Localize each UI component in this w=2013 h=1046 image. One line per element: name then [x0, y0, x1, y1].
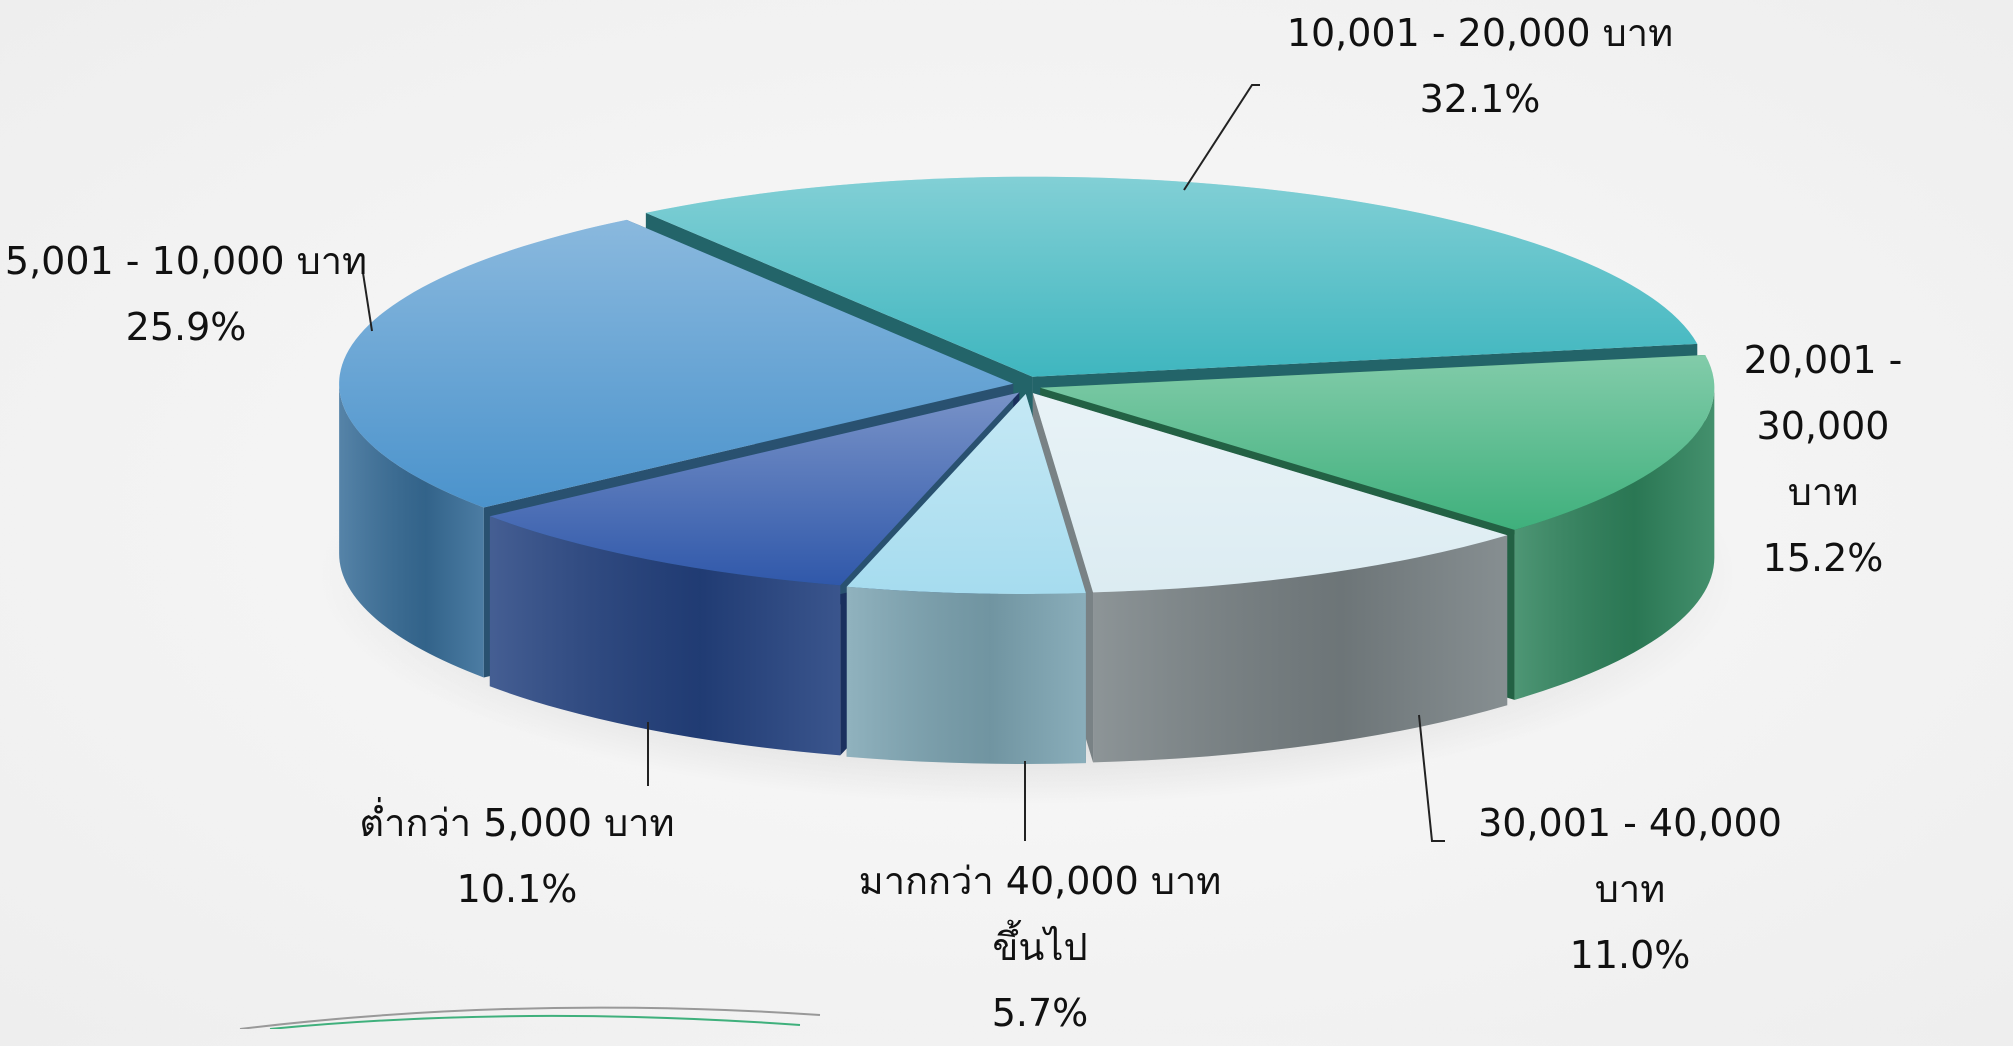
slice-label: 10,001 - 20,000 บาท 32.1%: [1287, 0, 1673, 132]
leader-line: [362, 272, 373, 332]
leader-lines: [362, 84, 1445, 842]
slice-label: มากกว่า 40,000 บาท ขึ้นไป 5.7%: [859, 848, 1222, 1046]
slice-label: 20,001 - 30,000 บาท 15.2%: [1728, 327, 1918, 591]
slice-side-shade: [489, 516, 841, 756]
slice-label: 5,001 - 10,000 บาท 25.9%: [5, 228, 367, 360]
slice-side-shade: [846, 586, 1086, 764]
category-label: 10,001 - 20,000 บาท: [1286, 11, 1674, 55]
category-label: 5,001 - 10,000 บาท: [4, 239, 368, 283]
category-label: 30,001 - 40,000 บาท: [1478, 801, 1782, 911]
slice-sheen: [846, 393, 1086, 594]
slice-label: ต่ำกว่า 5,000 บาท 10.1%: [359, 790, 674, 922]
leader-line: [1418, 714, 1445, 842]
value-label: 10.1%: [456, 867, 578, 911]
leader-line: [1183, 84, 1260, 191]
value-label: 32.1%: [1419, 77, 1541, 121]
pie: [339, 176, 1715, 764]
decor-line: [239, 1006, 821, 1029]
value-label: 25.9%: [125, 305, 247, 349]
slice-sheen: [645, 176, 1698, 377]
decor-line: [269, 1014, 801, 1029]
slice-sheen: [339, 219, 1014, 508]
slice-side-shade: [339, 383, 484, 678]
value-label: 15.2%: [1762, 536, 1884, 580]
category-label: ต่ำกว่า 5,000 บาท: [359, 801, 675, 845]
slice-label: 30,001 - 40,000 บาท 11.0%: [1439, 790, 1822, 988]
category-label: 20,001 - 30,000 บาท: [1743, 338, 1903, 514]
slice-sheen: [1032, 393, 1508, 593]
slice-sheen: [489, 392, 1020, 586]
value-label: 5.7%: [991, 991, 1089, 1035]
category-label: มากกว่า 40,000 บาท ขึ้นไป: [858, 859, 1222, 969]
pie-tops: [339, 176, 1715, 594]
slice-side-shade: [1093, 535, 1508, 763]
slice-sheen: [1040, 354, 1715, 530]
value-label: 11.0%: [1569, 933, 1691, 977]
slice-side-shade: [1514, 387, 1715, 700]
